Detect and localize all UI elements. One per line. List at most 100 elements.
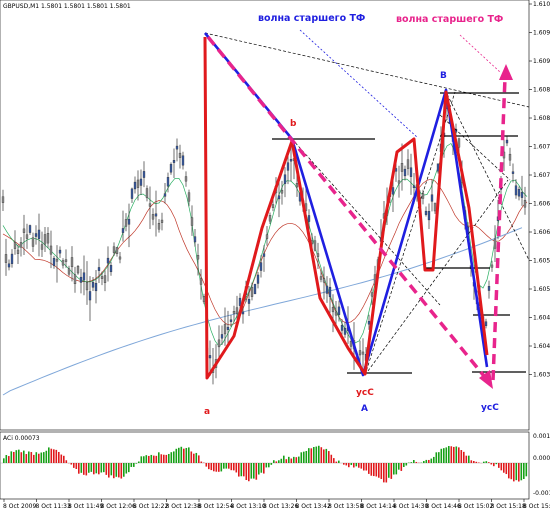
- candle-body: [61, 260, 65, 266]
- candle-body: [370, 292, 374, 297]
- candle-body: [151, 214, 155, 220]
- candle-body: [142, 171, 146, 178]
- ac-bar: [95, 463, 98, 474]
- candle-body: [319, 276, 323, 280]
- ac-bar: [175, 448, 178, 463]
- ac-bar: [148, 455, 150, 463]
- candle-body: [187, 192, 191, 202]
- candle-body: [325, 285, 329, 294]
- candle-body: [331, 307, 335, 313]
- time-tick-label: 8 Oct 2009: [3, 503, 36, 510]
- time-tick-label: 8 Oct 12:54: [198, 503, 233, 510]
- ac-bar: [123, 463, 125, 477]
- ac-bar: [60, 454, 63, 463]
- ac-bar: [105, 463, 108, 475]
- ac-bar: [435, 452, 438, 463]
- time-tick-label: 8 Oct 15:02: [458, 503, 493, 510]
- symbol-header: GBPUSD,M1 1.5801 1.5801 1.5801 1.5801: [3, 3, 131, 10]
- candle-body: [322, 278, 326, 283]
- candle-body: [262, 253, 266, 257]
- ac-bar: [260, 463, 263, 473]
- ac-bar: [183, 448, 185, 463]
- ac-bar: [515, 463, 518, 481]
- ac-bar: [403, 463, 405, 468]
- ac-bar: [128, 463, 130, 473]
- candle-body: [265, 234, 269, 239]
- ac-bar: [188, 447, 190, 463]
- ac-bar: [80, 463, 83, 473]
- ac-bar: [63, 455, 65, 463]
- ac-bar: [243, 463, 245, 477]
- time-tick-label: 8 Oct 13:26: [263, 503, 298, 510]
- candle-body: [73, 274, 77, 285]
- ac-bar: [38, 453, 40, 463]
- candle-body: [13, 242, 17, 249]
- ac-bar: [55, 449, 58, 463]
- ac-bar: [425, 459, 428, 463]
- candle-body: [307, 215, 311, 222]
- candle-body: [40, 244, 44, 250]
- time-tick-label: 8 Oct 12:06: [101, 503, 136, 510]
- candle-body: [247, 299, 251, 304]
- candle-body: [334, 311, 338, 316]
- ac-bar: [220, 463, 223, 472]
- candle-body: [253, 283, 257, 295]
- candle-body: [112, 246, 116, 253]
- ac-bar: [163, 454, 165, 463]
- candle-body: [31, 237, 35, 247]
- candle-body: [517, 189, 521, 197]
- candle-body: [85, 282, 89, 291]
- candle-body: [145, 188, 149, 199]
- ac-bar: [83, 463, 85, 475]
- ac-bar: [195, 452, 198, 463]
- time-tick-label: 8 Oct 11:33: [36, 503, 71, 510]
- candle-body: [250, 287, 254, 297]
- ac-bar: [290, 458, 293, 463]
- ac-bar: [218, 463, 220, 472]
- ac-bar: [125, 463, 128, 474]
- candle-body: [136, 179, 140, 188]
- ac-bar: [205, 463, 208, 467]
- ac-bar: [415, 461, 418, 463]
- ac-bar: [155, 455, 158, 463]
- candle-body: [28, 225, 32, 233]
- ac-bar: [85, 463, 88, 476]
- candle-body: [115, 247, 119, 254]
- candle-body: [46, 233, 50, 244]
- indicator-tick-label: -0.00146: [533, 490, 550, 497]
- candle-body: [391, 187, 395, 195]
- candle-body: [127, 218, 131, 225]
- label-a: a: [204, 407, 210, 417]
- ac-bar: [158, 452, 160, 463]
- ac-bar: [138, 461, 140, 463]
- candle-body: [157, 223, 161, 230]
- main-panel-frame: [0, 0, 530, 431]
- ac-bar: [48, 447, 50, 463]
- ac-bar: [25, 454, 28, 463]
- ac-bar: [278, 460, 280, 463]
- candle-body: [49, 245, 53, 255]
- ac-bar: [470, 460, 473, 463]
- ac-bar: [200, 461, 203, 463]
- ac-bar: [443, 448, 445, 463]
- ac-bar: [303, 451, 305, 463]
- ac-bar: [248, 463, 250, 482]
- ac-bar: [423, 461, 425, 463]
- candle-body: [37, 229, 41, 239]
- price-tick-label: 1.6085: [533, 87, 550, 94]
- candle-body: [133, 181, 137, 190]
- ac-bar: [455, 446, 458, 463]
- ac-bar: [40, 452, 43, 463]
- ac-bar: [363, 463, 365, 471]
- ac-bar: [345, 463, 348, 466]
- candle-body: [10, 253, 14, 264]
- candle-body: [361, 351, 365, 355]
- price-tick-label: 1.6065: [533, 201, 550, 208]
- ac-bar: [458, 447, 460, 463]
- candle-body: [487, 286, 491, 291]
- time-tick-label: 8 Oct 13:42: [296, 503, 331, 510]
- ac-bar: [318, 445, 320, 463]
- ac-bar: [140, 456, 143, 463]
- ac-bar: [133, 463, 135, 467]
- ac-bar: [430, 458, 433, 463]
